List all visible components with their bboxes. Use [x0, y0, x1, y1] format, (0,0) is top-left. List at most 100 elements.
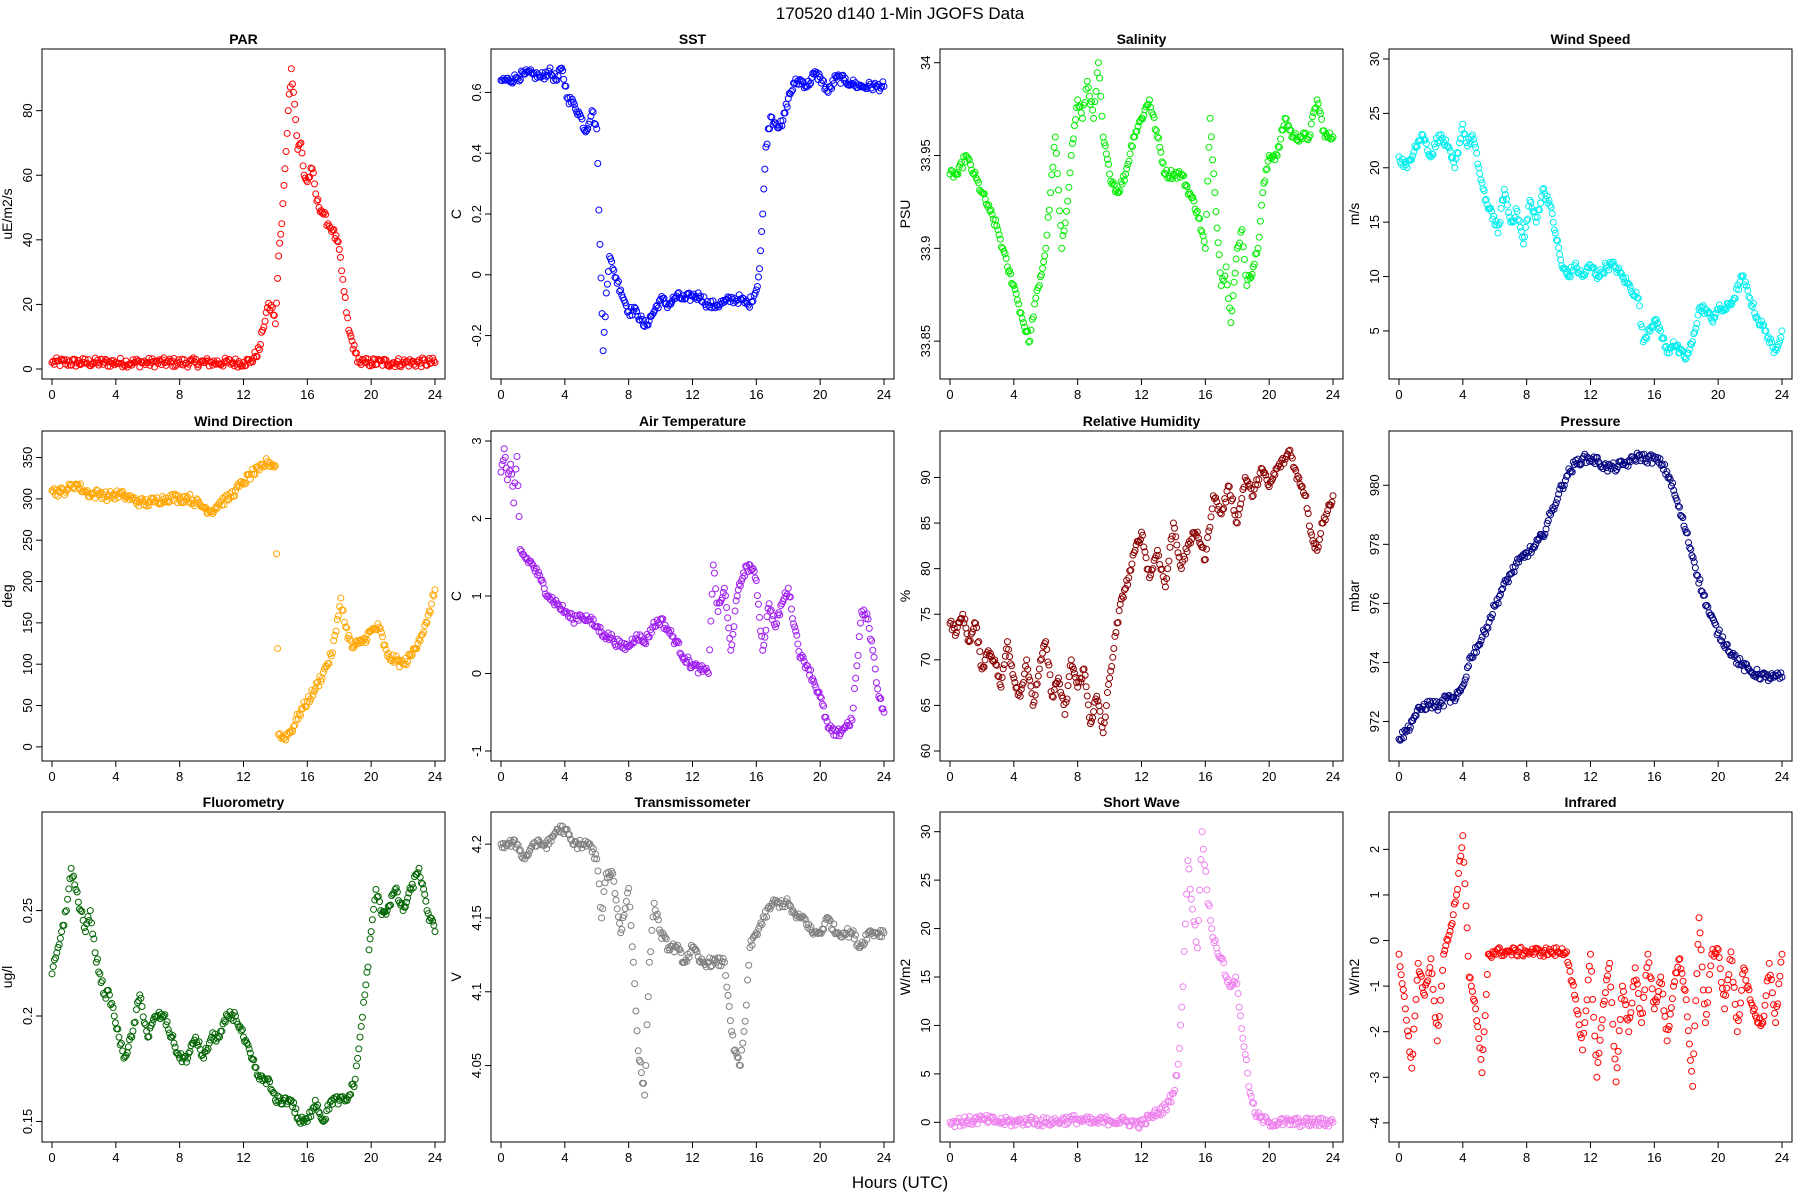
data-point [296, 140, 304, 148]
data-point [1775, 980, 1783, 988]
data-point [270, 311, 278, 319]
data-point [1650, 1005, 1658, 1013]
data-point [1295, 474, 1303, 482]
data-point [632, 1007, 640, 1015]
data-point [430, 592, 438, 600]
data-point [1245, 1083, 1253, 1091]
x-tick-label: 16 [1647, 387, 1661, 402]
data-point [1480, 1028, 1488, 1036]
data-point [497, 468, 505, 476]
data-point [1778, 673, 1786, 681]
data-point [578, 844, 586, 852]
data-point [1744, 286, 1752, 294]
data-point [1007, 270, 1015, 278]
data-point [314, 1101, 322, 1109]
x-tick-label: 0 [1395, 387, 1402, 402]
data-point [1026, 337, 1034, 345]
data-point [1454, 149, 1462, 157]
data-point [1687, 1056, 1695, 1064]
data-point [788, 908, 796, 916]
data-point [970, 170, 978, 178]
data-point [1722, 991, 1730, 999]
data-point [1232, 973, 1240, 981]
data-point [596, 240, 604, 248]
data-point [1595, 1049, 1603, 1057]
data-point [546, 834, 554, 842]
data-point [1614, 1047, 1622, 1055]
panel-title-air-temperature: Air Temperature [639, 413, 746, 429]
data-point [712, 585, 720, 593]
data-point [109, 1004, 117, 1012]
data-point [954, 170, 962, 178]
data-point [1101, 713, 1109, 721]
data-point [1329, 133, 1337, 141]
panel-title-transmissometer: Transmissometer [635, 794, 751, 810]
data-point [1307, 120, 1315, 128]
data-point [1628, 999, 1636, 1007]
data-point [947, 166, 955, 174]
data-point [1445, 931, 1453, 939]
data-point [129, 494, 137, 502]
data-point [1516, 944, 1524, 952]
data-point [1067, 656, 1075, 664]
data-point [1056, 207, 1064, 215]
data-point [313, 197, 321, 205]
data-point [871, 665, 879, 673]
data-point [280, 181, 288, 189]
data-point [1682, 996, 1690, 1004]
data-point [1674, 502, 1682, 510]
data-point [995, 673, 1003, 681]
data-point [1048, 692, 1056, 700]
data-point [507, 460, 515, 468]
data-point [1691, 1022, 1699, 1030]
data-point [279, 200, 287, 208]
data-point [501, 453, 509, 461]
data-point [1140, 543, 1148, 551]
data-point [1457, 135, 1465, 143]
data-point [75, 360, 83, 368]
data-point [620, 911, 628, 919]
data-point [1232, 518, 1240, 526]
x-tick-label: 12 [1134, 387, 1148, 402]
data-point [65, 885, 73, 893]
data-point [188, 356, 196, 364]
data-point [757, 247, 765, 255]
x-tick-label: 8 [625, 769, 632, 784]
data-point [964, 154, 972, 162]
data-point [706, 646, 714, 654]
data-point [1153, 133, 1161, 141]
data-point [1671, 491, 1679, 499]
data-point [1204, 533, 1212, 541]
data-point [593, 125, 601, 133]
data-point [1225, 483, 1233, 491]
data-point [1441, 947, 1449, 955]
data-point [266, 306, 274, 314]
x-tick-label: 8 [1523, 387, 1530, 402]
data-point [1417, 972, 1425, 980]
data-point [1625, 1028, 1633, 1036]
data-point [328, 649, 336, 657]
data-point [1439, 702, 1447, 710]
data-point [766, 607, 774, 615]
y-axis-label-air-temperature: C [448, 591, 464, 601]
data-point [654, 619, 662, 627]
data-point [725, 1003, 733, 1011]
data-point [823, 717, 831, 725]
data-point [289, 1103, 297, 1111]
data-point [1209, 156, 1217, 164]
data-point [1181, 555, 1189, 563]
data-point [520, 851, 528, 859]
data-point [1516, 223, 1524, 231]
data-point [1758, 1020, 1766, 1028]
data-point [274, 645, 282, 653]
data-point [538, 69, 546, 77]
data-point [1737, 999, 1745, 1007]
data-point [1460, 858, 1468, 866]
data-point [341, 294, 349, 302]
data-point [49, 963, 57, 971]
data-point [1656, 455, 1664, 463]
data-point [1702, 1010, 1710, 1018]
data-point [1042, 244, 1050, 252]
data-point [1678, 346, 1686, 354]
data-point [1629, 290, 1637, 298]
